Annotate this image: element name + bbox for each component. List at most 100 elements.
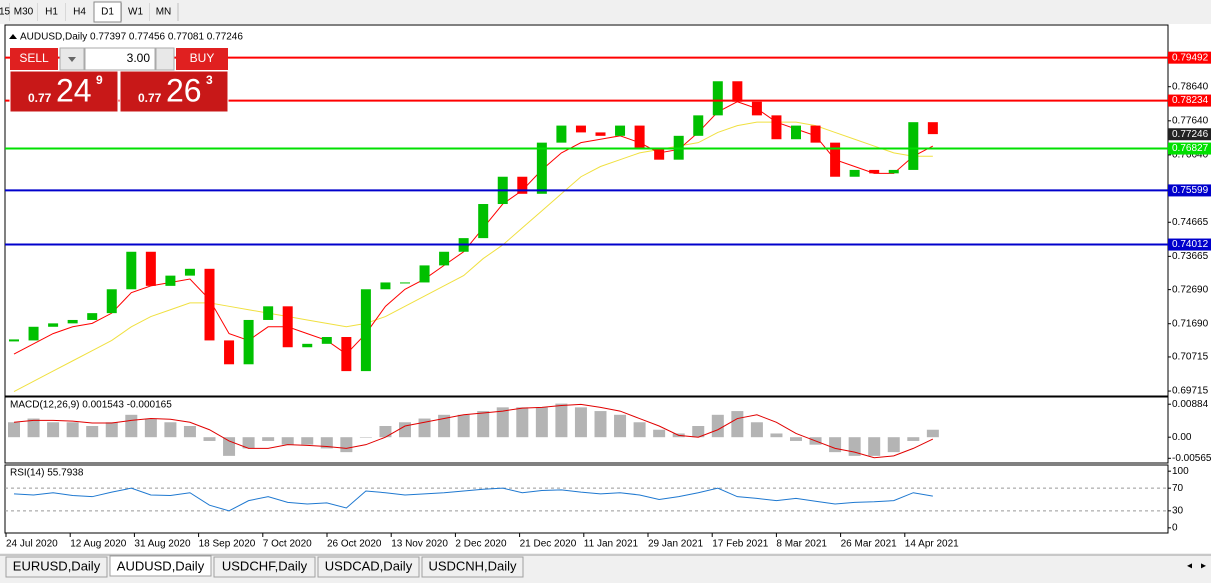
x-tick-label: 2 Dec 2020 <box>455 539 507 550</box>
timeframe-label[interactable]: D1 <box>101 7 114 18</box>
chart-tab[interactable] <box>421 556 524 578</box>
timeframe-label[interactable]: 15 <box>0 7 10 18</box>
candle <box>145 251 156 286</box>
chart-tab-label[interactable]: USDCAD,Daily <box>325 558 413 573</box>
macd-bar <box>516 407 529 438</box>
timeframe-button[interactable] <box>93 1 122 23</box>
sell-button[interactable] <box>10 48 58 70</box>
timeframe-label[interactable]: M30 <box>14 7 34 18</box>
rsi-pane <box>4 464 1169 534</box>
ask-big: 26 <box>166 72 202 108</box>
candle <box>849 169 860 177</box>
candle <box>517 176 528 194</box>
chart-tab[interactable] <box>317 556 420 578</box>
lot-value[interactable]: 3.00 <box>127 51 151 65</box>
x-tick-label: 18 Sep 2020 <box>199 539 256 550</box>
macd-bar <box>203 437 216 441</box>
candle <box>439 251 450 266</box>
x-tick-label: 11 Jan 2021 <box>584 539 639 550</box>
chart-tab[interactable] <box>213 556 316 578</box>
current-price-label: 0.77246 <box>1172 129 1209 140</box>
timeframe-label[interactable]: H4 <box>73 7 86 18</box>
chart-tab[interactable] <box>109 555 212 577</box>
chart-tab[interactable] <box>5 556 108 578</box>
candle <box>693 115 704 136</box>
y-tick-label: 0.78640 <box>1172 81 1209 92</box>
timeframe-button[interactable] <box>38 2 65 22</box>
scroll-left[interactable]: ◂ <box>1187 561 1192 572</box>
candle <box>771 115 782 140</box>
chart-tab-label[interactable]: AUDUSD,Daily <box>117 558 205 573</box>
candle <box>888 169 899 174</box>
timeframe-button[interactable] <box>10 2 37 22</box>
level-label-box <box>1168 94 1211 107</box>
candle <box>536 142 547 194</box>
level-label: 0.79492 <box>1172 52 1209 63</box>
chart-tab-label[interactable]: USDCNH,Daily <box>428 558 517 573</box>
level-label-box <box>1168 184 1211 197</box>
candle <box>224 340 235 365</box>
candle <box>830 142 841 177</box>
timeframe-label[interactable]: W1 <box>128 7 143 18</box>
candle <box>556 125 567 143</box>
ask-box[interactable] <box>119 70 229 113</box>
toolbar <box>0 0 1211 24</box>
macd-bar <box>359 437 372 438</box>
macd-bar <box>281 437 294 445</box>
macd-bar <box>66 422 79 438</box>
macd-bar <box>574 407 587 438</box>
scroll-right[interactable]: ▸ <box>1201 561 1206 572</box>
bid-small: 9 <box>96 73 103 87</box>
rsi-line <box>13 487 933 512</box>
macd-bar <box>496 407 509 438</box>
macd-bar <box>907 437 920 441</box>
timeframe-label[interactable]: MN <box>156 7 172 18</box>
macd-bar <box>262 437 275 441</box>
macd-signal <box>13 403 934 459</box>
x-tick-label: 26 Oct 2020 <box>327 539 382 550</box>
candle <box>634 125 645 150</box>
timeframe-label[interactable]: H1 <box>45 7 58 18</box>
candle <box>282 306 293 348</box>
timeframe-button[interactable] <box>150 2 177 22</box>
buy-button[interactable] <box>176 48 228 70</box>
macd-bar <box>86 426 99 438</box>
macd-bar <box>868 437 881 456</box>
lot-input[interactable] <box>84 47 156 71</box>
candle <box>204 268 215 341</box>
candle <box>400 282 410 284</box>
lot-spinner-arrow <box>68 57 76 62</box>
x-tick-label: 29 Jan 2021 <box>648 539 703 550</box>
timeframe-button[interactable] <box>122 2 149 22</box>
chart-tab-label[interactable]: EURUSD,Daily <box>13 558 101 573</box>
macd-bar <box>340 437 353 453</box>
sell-label[interactable]: SELL <box>19 51 49 65</box>
candle <box>575 125 586 133</box>
chart-header: AUDUSD,Daily 0.77397 0.77456 0.77081 0.7… <box>20 32 243 43</box>
y-tick-label: 100 <box>1172 466 1189 477</box>
candle <box>87 313 98 320</box>
lot-spinner[interactable] <box>155 47 175 71</box>
candle <box>243 319 254 365</box>
bid-big: 24 <box>56 72 92 108</box>
macd-bar <box>144 418 157 438</box>
y-tick-label: 0.73665 <box>1172 251 1209 262</box>
x-tick-label: 8 Mar 2021 <box>776 539 827 550</box>
y-tick-label: -0.005651 <box>1172 453 1211 464</box>
level-label-box <box>1168 142 1211 155</box>
macd-bar <box>555 403 568 438</box>
candle <box>380 282 391 290</box>
level-label: 0.78234 <box>1172 95 1209 106</box>
level-label: 0.75599 <box>1172 185 1209 196</box>
candle <box>360 289 371 372</box>
y-tick-label: 0.77640 <box>1172 115 1209 126</box>
timeframe-button[interactable] <box>66 2 93 22</box>
y-tick-label: 0 <box>1172 522 1178 533</box>
chart-tab-label[interactable]: USDCHF,Daily <box>222 558 308 573</box>
bid-box[interactable] <box>9 70 119 113</box>
buy-label[interactable]: BUY <box>190 51 215 65</box>
macd-bar <box>164 422 177 438</box>
timeframe-button[interactable] <box>0 2 9 22</box>
macd-bar <box>438 414 451 438</box>
y-tick-label: 0.00 <box>1172 432 1192 443</box>
